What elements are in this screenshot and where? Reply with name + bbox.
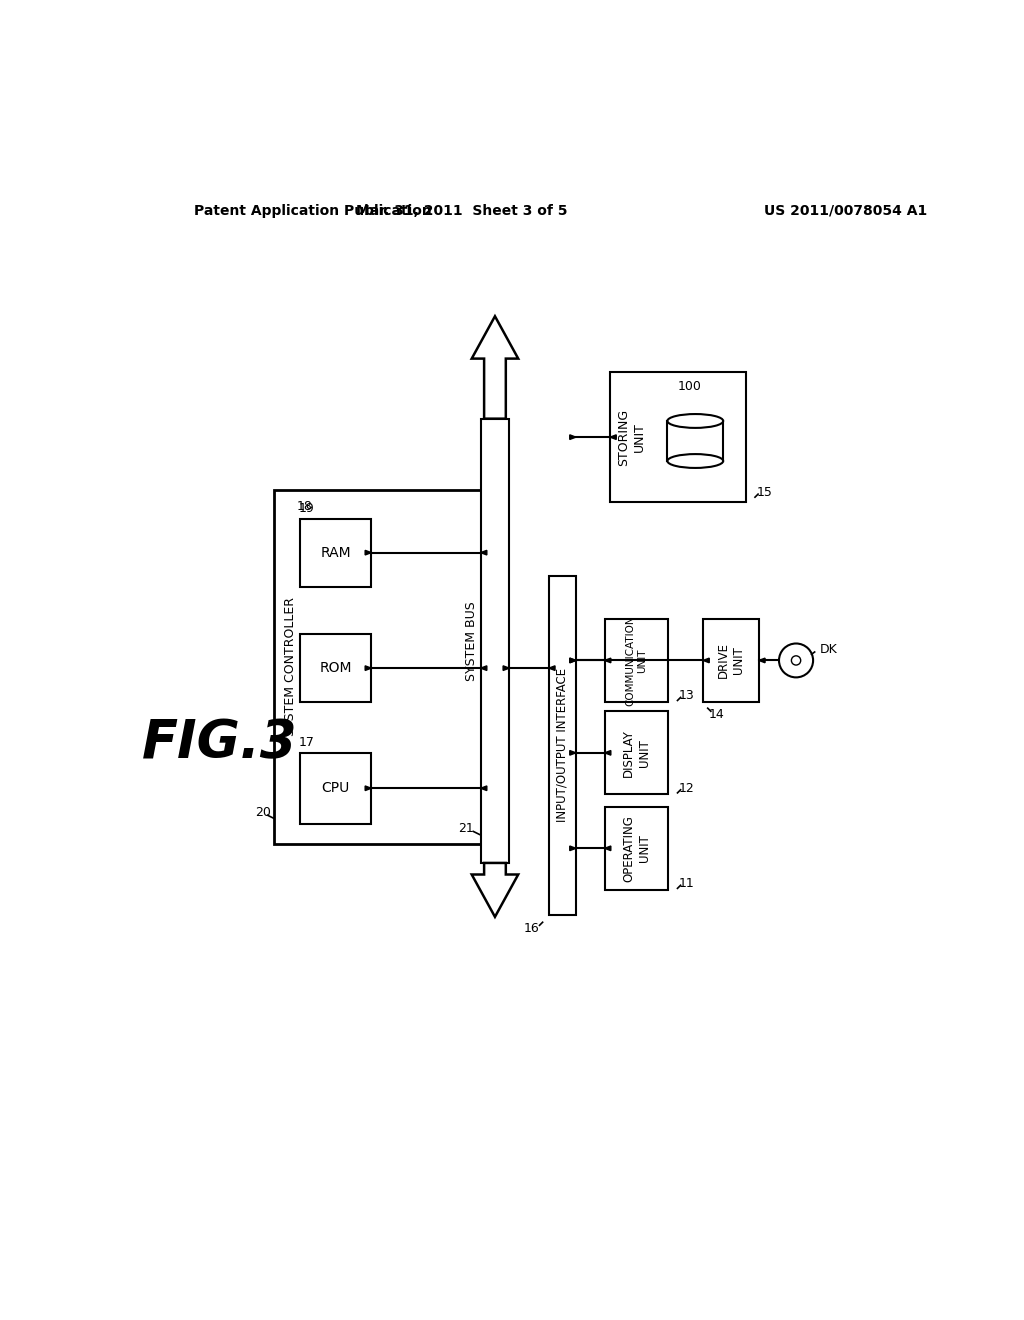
Bar [300,635,372,702]
Text: 13: 13 [679,689,694,702]
Text: 12: 12 [679,781,694,795]
Bar [549,576,575,915]
Bar [300,752,372,824]
Text: RAM: RAM [321,545,351,560]
Polygon shape [549,665,555,671]
Text: SYSTEM CONTROLLER: SYSTEM CONTROLLER [285,597,297,737]
Bar [300,519,372,586]
Ellipse shape [668,454,723,469]
Polygon shape [569,434,575,440]
Text: 20: 20 [255,807,270,820]
Text: 18: 18 [297,500,312,513]
Text: CPU: CPU [322,781,350,795]
Polygon shape [472,863,518,917]
Bar [604,807,669,890]
Polygon shape [366,665,372,671]
Text: STORING
UNIT: STORING UNIT [617,409,646,466]
Polygon shape [472,317,518,418]
Text: ROM: ROM [319,661,352,675]
Text: 21: 21 [458,822,473,834]
Text: 15: 15 [757,486,772,499]
Bar [604,711,669,795]
Ellipse shape [668,414,723,428]
Polygon shape [569,846,575,850]
Polygon shape [759,659,765,663]
Text: DK: DK [819,643,837,656]
Polygon shape [569,659,575,663]
Text: 17: 17 [298,737,314,750]
Text: Patent Application Publication: Patent Application Publication [194,203,432,218]
Text: DRIVE
UNIT: DRIVE UNIT [717,643,745,678]
Text: FIG.3: FIG.3 [141,718,297,770]
Polygon shape [569,751,575,755]
Text: Mar. 31, 2011  Sheet 3 of 5: Mar. 31, 2011 Sheet 3 of 5 [355,203,567,218]
Text: US 2011/0078054 A1: US 2011/0078054 A1 [764,203,927,218]
Polygon shape [604,659,611,663]
Text: DISPLAY
UNIT: DISPLAY UNIT [622,729,651,776]
Polygon shape [604,751,611,755]
Bar [604,619,669,702]
Bar [610,372,745,502]
Polygon shape [569,659,575,663]
Text: 19: 19 [298,502,314,515]
Text: 16: 16 [524,921,540,935]
Bar [668,421,723,461]
Text: OPERATING
UNIT: OPERATING UNIT [622,814,651,882]
Polygon shape [480,785,486,791]
Polygon shape [366,785,372,791]
Text: 11: 11 [679,878,694,890]
Polygon shape [480,550,486,554]
Text: 100: 100 [678,380,701,393]
Polygon shape [480,665,486,671]
Text: COMMUNICATION
UNIT: COMMUNICATION UNIT [626,615,647,706]
Polygon shape [703,659,710,663]
Polygon shape [610,434,616,440]
Polygon shape [366,550,372,554]
Text: SYSTEM BUS: SYSTEM BUS [465,601,478,681]
Text: INPUT/OUTPUT INTERFACE: INPUT/OUTPUT INTERFACE [556,668,569,822]
Bar [703,619,759,702]
Text: 14: 14 [710,708,725,721]
Polygon shape [503,665,509,671]
Bar [273,490,486,843]
Bar [480,418,509,863]
Polygon shape [604,846,611,850]
